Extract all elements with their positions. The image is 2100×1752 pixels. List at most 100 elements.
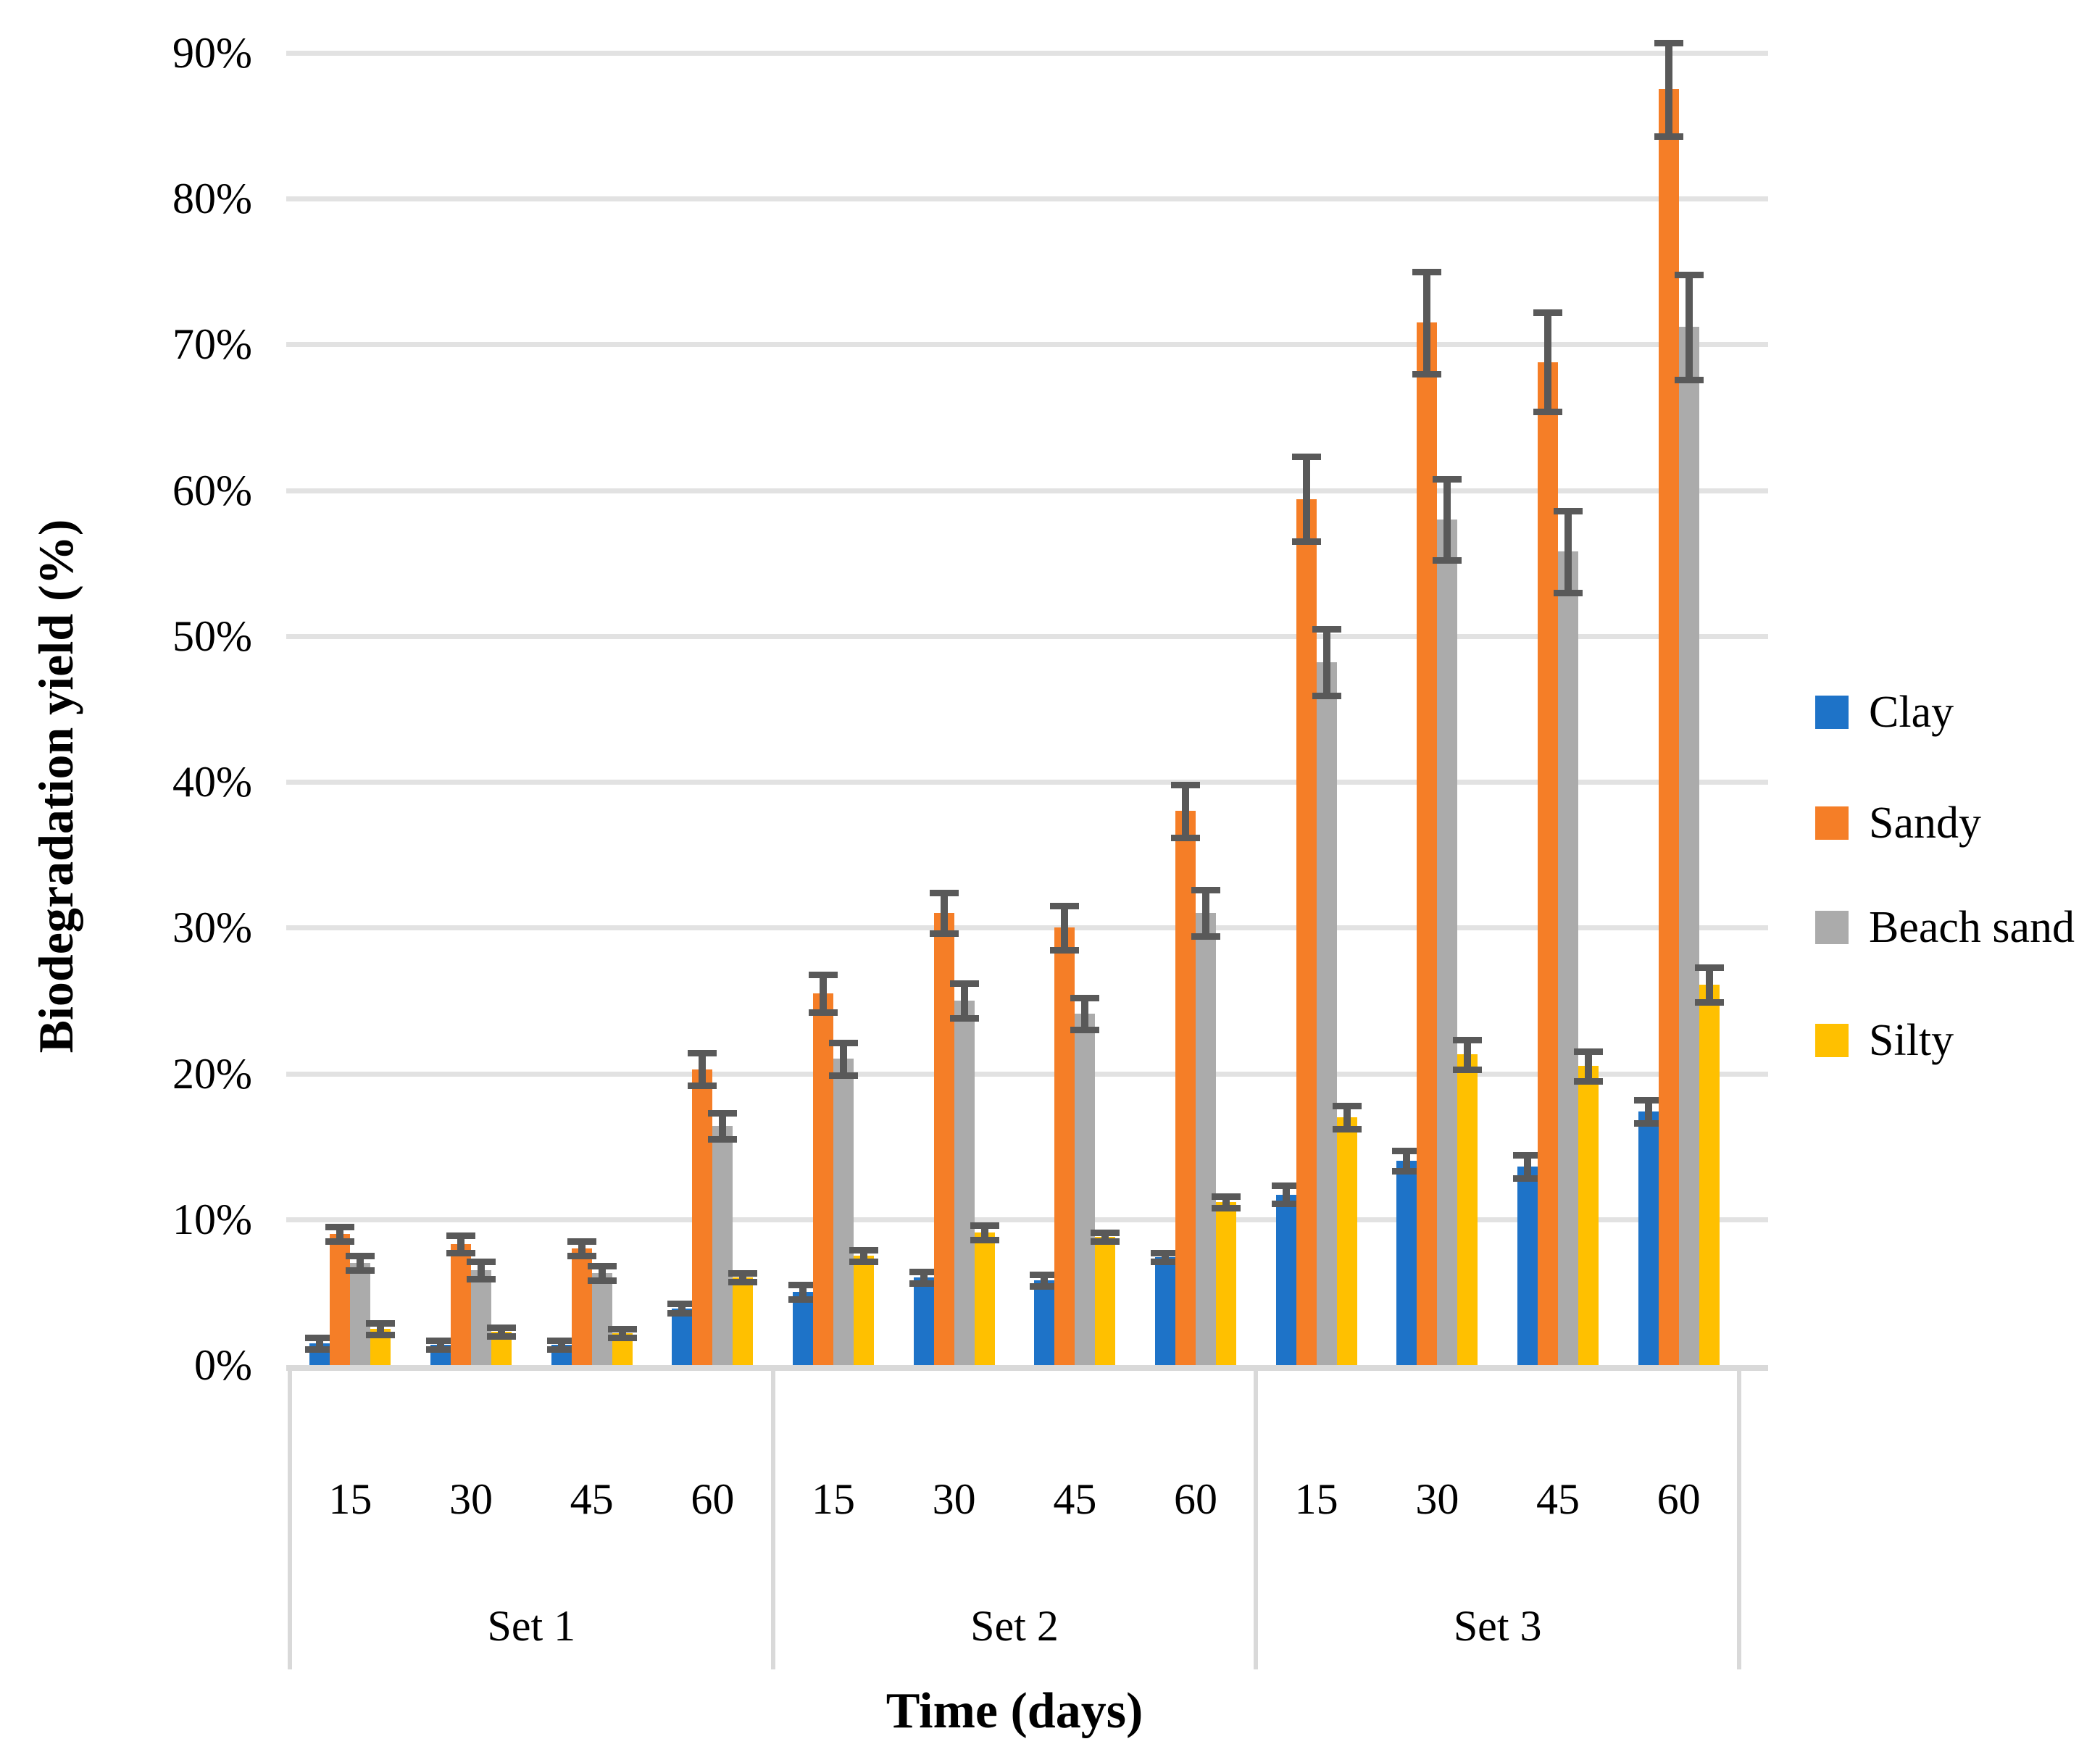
error-bar-cap xyxy=(1050,903,1080,910)
error-bar-cap xyxy=(426,1346,455,1353)
bar-silty-set1-day60 xyxy=(733,1277,754,1365)
error-bar-cap xyxy=(688,1050,717,1057)
y-tick-label: 60% xyxy=(172,466,252,514)
error-bar xyxy=(336,1226,344,1241)
bar-silty-set3-day45 xyxy=(1578,1066,1599,1365)
error-bar xyxy=(1423,271,1431,374)
error-bar-cap xyxy=(667,1301,697,1308)
error-bar xyxy=(1644,1099,1652,1123)
error-bar-cap xyxy=(728,1279,758,1286)
error-bar-cap xyxy=(587,1277,617,1285)
error-bar xyxy=(1202,890,1209,937)
x-tick-day-30: 30 xyxy=(1415,1475,1459,1523)
error-bar xyxy=(1101,1232,1109,1241)
x-tick-day-30: 30 xyxy=(932,1475,976,1523)
bar-sandy-set3-day30 xyxy=(1417,322,1438,1365)
x-axis-line xyxy=(286,1365,1768,1371)
error-bar xyxy=(940,893,948,934)
bar-clay-set3-day30 xyxy=(1396,1161,1417,1365)
error-bar-cap xyxy=(1030,1272,1059,1279)
error-bar-cap xyxy=(1453,1066,1483,1073)
gridline-20% xyxy=(286,1071,1768,1077)
error-bar-cap xyxy=(487,1324,516,1331)
y-tick-label: 20% xyxy=(172,1049,252,1098)
error-bar xyxy=(1664,42,1672,136)
error-bar xyxy=(1443,478,1451,561)
x-tick-day-60: 60 xyxy=(1174,1475,1217,1523)
error-bar-cap xyxy=(1412,268,1442,275)
error-bar-cap xyxy=(1674,271,1704,278)
error-bar-cap xyxy=(708,1136,738,1143)
gridline-10% xyxy=(286,1217,1768,1222)
error-bar xyxy=(578,1240,586,1256)
error-bar xyxy=(980,1225,988,1240)
error-bar-cap xyxy=(949,1015,979,1022)
error-bar xyxy=(1322,628,1330,696)
x-tick-day-15: 15 xyxy=(812,1475,855,1523)
y-tick-label: 80% xyxy=(172,175,252,223)
error-bar xyxy=(820,974,827,1013)
error-bar xyxy=(1282,1185,1290,1204)
legend-label: Beach sand xyxy=(1869,902,2075,952)
legend-swatch xyxy=(1815,911,1849,944)
bar-clay-set1-day60 xyxy=(672,1308,693,1365)
error-bar-cap xyxy=(1212,1193,1241,1200)
x-tick-day-15: 15 xyxy=(328,1475,372,1523)
error-bar-cap xyxy=(1212,1204,1241,1211)
error-bar xyxy=(840,1043,847,1075)
bar-beach-sand-set2-day45 xyxy=(1075,1014,1096,1365)
error-bar-cap xyxy=(446,1250,475,1257)
error-bar xyxy=(498,1327,505,1336)
y-tick-label: 0% xyxy=(194,1341,252,1389)
bar-beach-sand-set2-day30 xyxy=(954,1000,975,1365)
error-bar xyxy=(1222,1196,1230,1208)
error-bar xyxy=(699,1053,707,1085)
bar-beach-sand-set1-day60 xyxy=(712,1125,733,1365)
error-bar-cap xyxy=(1050,946,1080,954)
bar-beach-sand-set3-day30 xyxy=(1437,519,1458,1365)
y-tick-label: 30% xyxy=(172,904,252,952)
error-bar-cap xyxy=(487,1332,516,1340)
x-axis-title: Time (days) xyxy=(886,1683,1143,1739)
bar-beach-sand-set2-day60 xyxy=(1196,913,1216,1365)
x-tick-day-45: 45 xyxy=(570,1475,614,1523)
bar-silty-set3-day15 xyxy=(1336,1117,1357,1365)
error-bar-cap xyxy=(426,1337,455,1344)
error-bar-cap xyxy=(1633,1119,1663,1127)
gridline-80% xyxy=(286,196,1768,202)
bar-clay-set2-day45 xyxy=(1034,1280,1055,1365)
category-divider xyxy=(1254,1365,1259,1669)
bar-beach-sand-set1-day15 xyxy=(350,1263,371,1365)
error-bar-cap xyxy=(325,1223,355,1230)
bar-sandy-set2-day15 xyxy=(813,993,833,1365)
error-bar xyxy=(1544,312,1551,412)
category-divider xyxy=(770,1365,775,1669)
error-bar xyxy=(618,1328,626,1338)
error-bar xyxy=(860,1250,867,1262)
error-bar xyxy=(1564,510,1572,593)
gridline-50% xyxy=(286,633,1768,639)
y-tick-label: 40% xyxy=(172,758,252,806)
bar-beach-sand-set1-day30 xyxy=(471,1270,491,1365)
legend-item-beach-sand: Beach sand xyxy=(1815,902,2075,952)
error-bar xyxy=(557,1340,565,1349)
error-bar xyxy=(457,1235,464,1253)
legend-item-silty: Silty xyxy=(1815,1015,1954,1065)
error-bar xyxy=(1182,785,1189,838)
legend-label: Silty xyxy=(1869,1015,1954,1065)
error-bar-cap xyxy=(1070,1027,1100,1034)
bar-silty-set2-day15 xyxy=(854,1256,874,1365)
error-bar-cap xyxy=(1453,1037,1483,1044)
error-bar-cap xyxy=(1633,1096,1663,1104)
error-bar-cap xyxy=(849,1259,878,1266)
y-tick-label: 70% xyxy=(172,320,252,369)
error-bar xyxy=(719,1112,727,1140)
error-bar-cap xyxy=(567,1253,596,1260)
error-bar xyxy=(1302,456,1310,542)
error-bar xyxy=(1061,906,1069,950)
error-bar-cap xyxy=(809,1009,838,1017)
error-bar xyxy=(316,1337,324,1349)
error-bar-cap xyxy=(1433,557,1462,564)
